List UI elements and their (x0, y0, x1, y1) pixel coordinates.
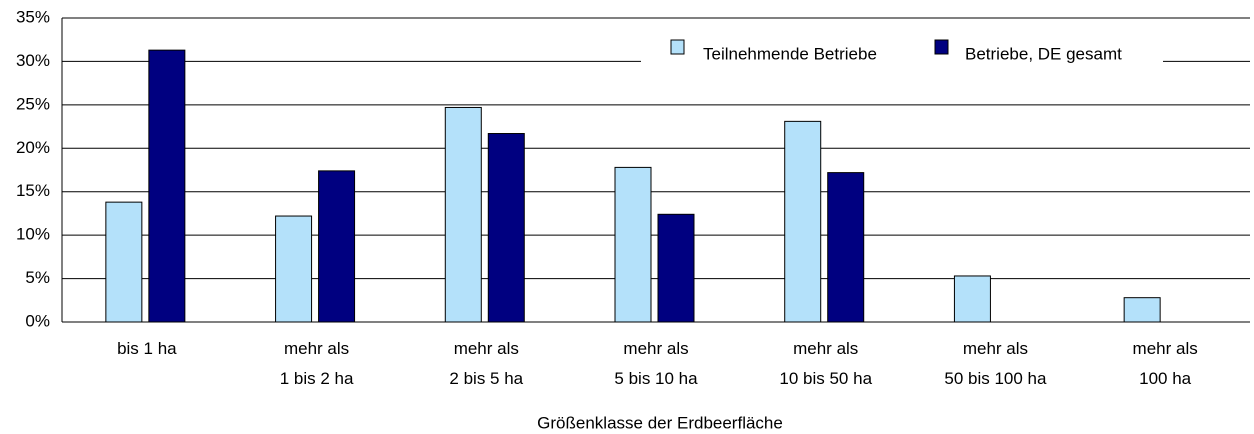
legend-box (641, 34, 1163, 74)
y-tick-label: 30% (16, 51, 50, 70)
x-tick-label: mehr als 100 ha (1133, 339, 1198, 388)
y-tick-label: 15% (16, 181, 50, 200)
x-tick-label: mehr als 1 bis 2 ha (280, 339, 354, 388)
legend-label: Betriebe, DE gesamt (965, 44, 1122, 63)
legend-swatch (934, 39, 949, 55)
x-tick-label: mehr als 2 bis 5 ha (449, 339, 523, 388)
bar (487, 133, 525, 323)
y-tick-label: 35% (16, 7, 50, 26)
legend-label: Teilnehmende Betriebe (703, 44, 877, 63)
bar (318, 170, 356, 323)
y-tick-label: 5% (25, 268, 50, 287)
x-tick-label: bis 1 ha (117, 339, 177, 358)
bar (784, 120, 822, 323)
bar (827, 172, 865, 323)
bar (657, 213, 695, 323)
legend-swatch (670, 39, 685, 55)
y-tick-label: 25% (16, 94, 50, 113)
y-tick-label: 10% (16, 225, 50, 244)
x-tick-label: mehr als 10 bis 50 ha (779, 339, 872, 388)
bar (275, 215, 313, 323)
bar (444, 106, 482, 323)
x-tick-label: mehr als 5 bis 10 ha (614, 339, 698, 388)
bar (1123, 297, 1161, 323)
bar (953, 275, 991, 323)
bar (614, 166, 652, 323)
y-tick-label: 20% (16, 138, 50, 157)
x-axis-label: Größenklasse der Erdbeerfläche (537, 413, 783, 432)
x-tick-label: mehr als 50 bis 100 ha (944, 339, 1047, 388)
bar (148, 49, 186, 323)
y-tick-label: 0% (25, 311, 50, 330)
bar (105, 201, 143, 323)
